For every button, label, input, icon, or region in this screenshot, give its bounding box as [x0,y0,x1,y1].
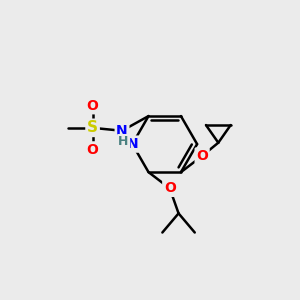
Text: H: H [118,136,129,148]
Text: O: O [87,143,98,157]
Text: N: N [116,124,128,138]
Text: O: O [196,149,208,163]
Text: O: O [164,182,176,195]
Text: O: O [87,99,98,113]
Text: S: S [87,120,98,135]
Text: N: N [127,137,138,151]
